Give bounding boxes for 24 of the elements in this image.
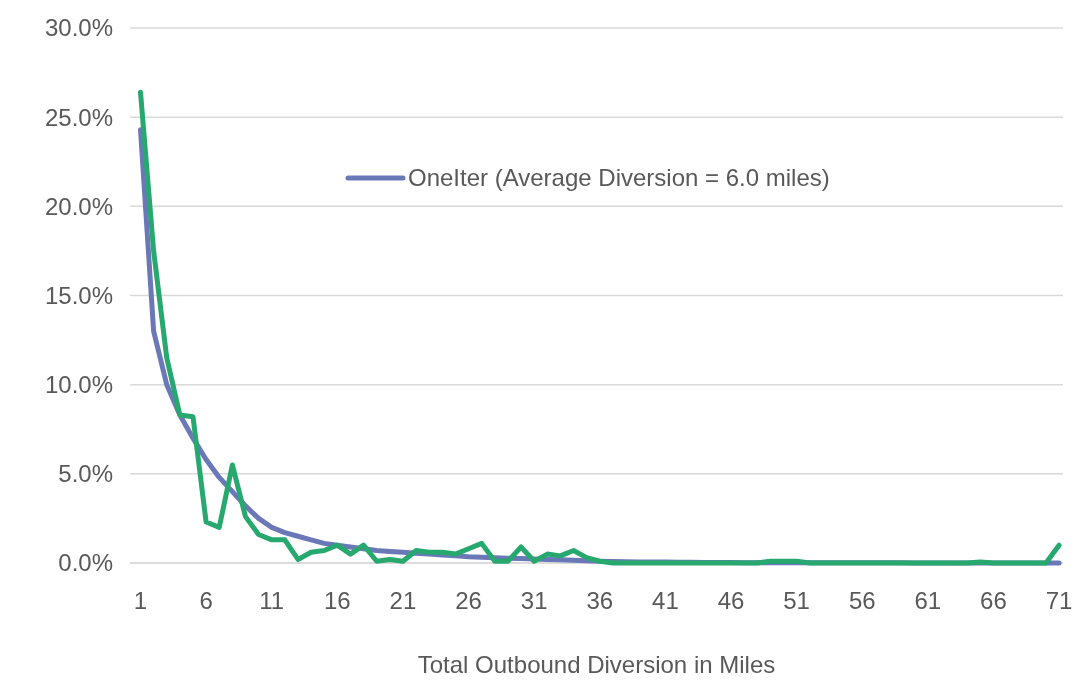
x-axis-title: Total Outbound Diversion in Miles bbox=[417, 651, 776, 678]
x-tick-label: 56 bbox=[848, 587, 876, 614]
x-tick-label: 11 bbox=[259, 587, 285, 614]
y-tick-label: 5.0% bbox=[58, 460, 113, 488]
x-tick-label: 1 bbox=[133, 587, 148, 614]
x-tick-label: 46 bbox=[717, 587, 745, 614]
x-tick-label: 51 bbox=[783, 587, 810, 614]
x-tick-label: 66 bbox=[980, 587, 1007, 614]
y-tick-label: 30.0% bbox=[44, 14, 113, 42]
x-tick-label: 71 bbox=[1045, 587, 1073, 614]
y-tick-label: 25.0% bbox=[44, 103, 113, 131]
x-tick-label: 26 bbox=[455, 587, 482, 614]
x-tick-label: 36 bbox=[586, 587, 614, 614]
x-tick-label: 41 bbox=[652, 587, 679, 614]
x-tick-label: 6 bbox=[199, 587, 213, 614]
x-tick-label: 21 bbox=[389, 587, 417, 614]
x-tick-label: 16 bbox=[323, 587, 351, 614]
y-tick-label: 20.0% bbox=[44, 192, 113, 220]
x-tick-label: 61 bbox=[914, 587, 942, 614]
y-tick-label: 15.0% bbox=[44, 281, 113, 309]
y-tick-label: 10.0% bbox=[44, 371, 113, 399]
x-tick-label: 31 bbox=[520, 587, 548, 614]
legend-label: OneIter (Average Diversion = 6.0 miles) bbox=[408, 164, 830, 192]
y-tick-label: 0.0% bbox=[58, 549, 113, 577]
